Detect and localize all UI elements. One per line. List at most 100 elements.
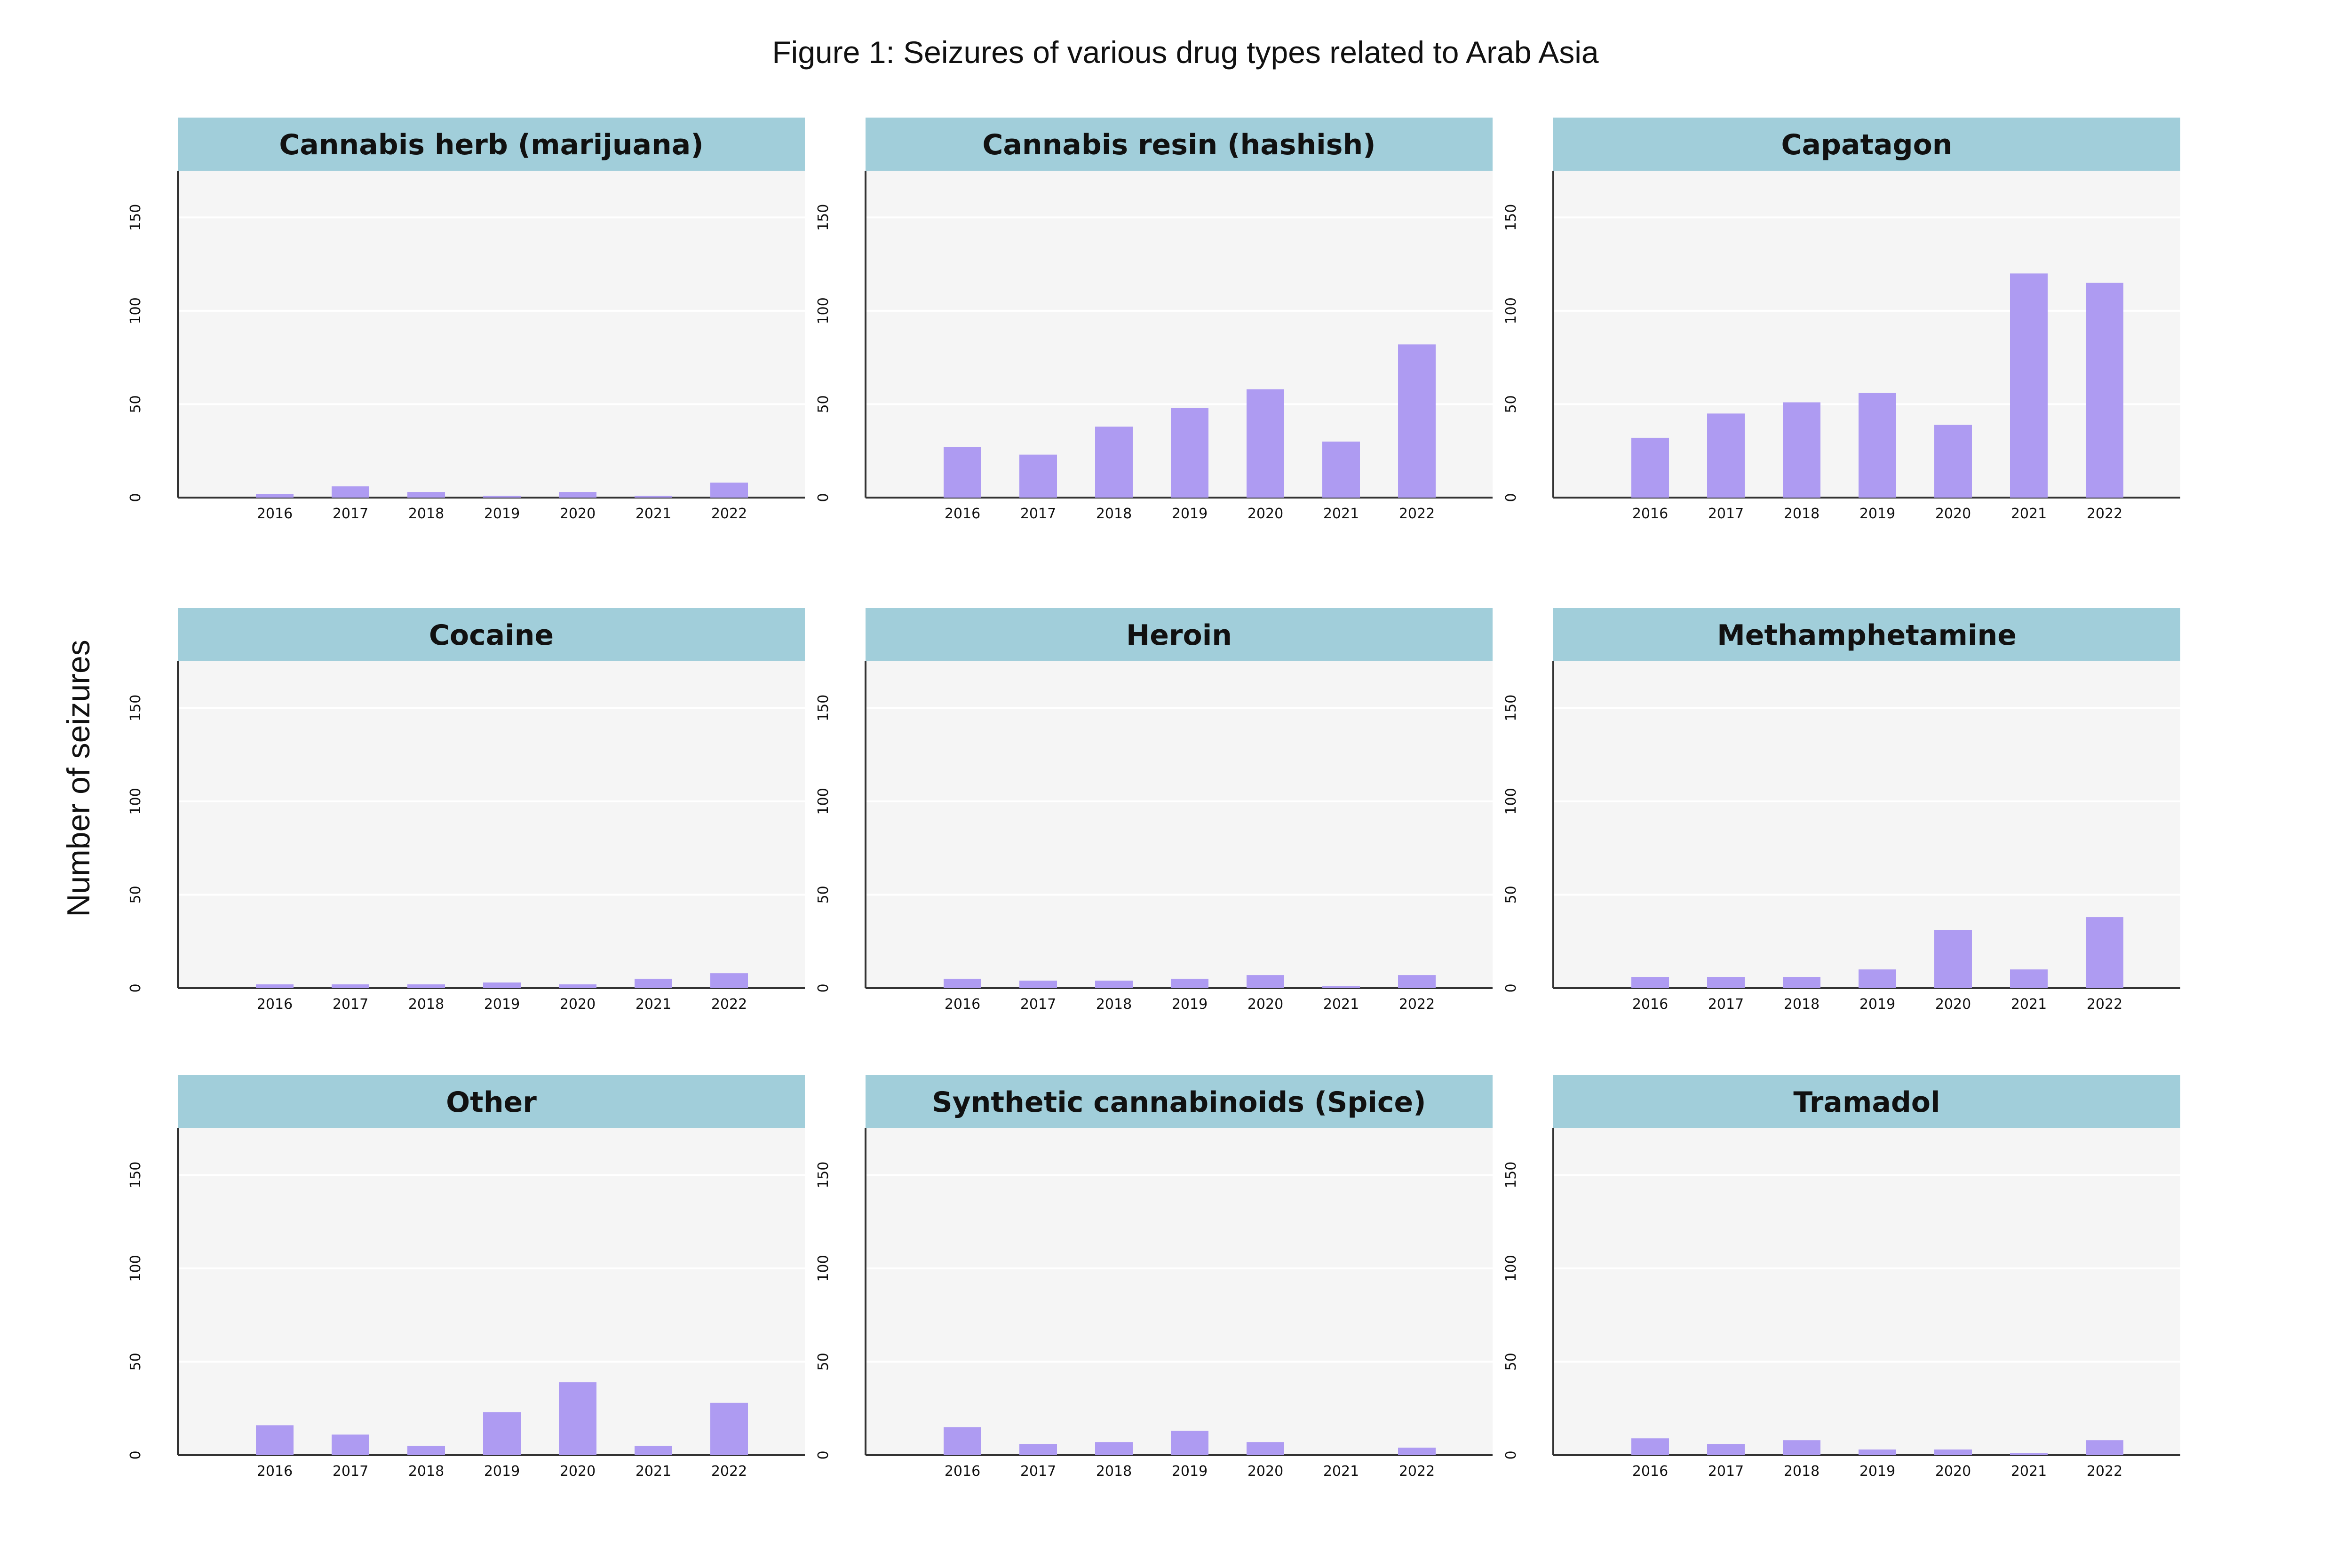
x-tick-label: 2022 bbox=[2087, 1463, 2122, 1480]
y-tick-label: 50 bbox=[127, 1353, 144, 1370]
y-tick-label: 50 bbox=[1503, 395, 1519, 413]
bar bbox=[1631, 1438, 1669, 1455]
y-tick-label: 100 bbox=[1503, 297, 1519, 324]
y-axis-title: Number of seizures bbox=[61, 640, 96, 917]
bar bbox=[1019, 454, 1057, 498]
y-tick-label: 0 bbox=[815, 493, 832, 502]
plot-area bbox=[866, 661, 1493, 988]
y-tick-label: 100 bbox=[127, 788, 144, 815]
x-tick-label: 2016 bbox=[945, 506, 980, 522]
x-tick-label: 2016 bbox=[945, 996, 980, 1013]
x-tick-label: 2022 bbox=[1399, 996, 1435, 1013]
bar bbox=[1707, 977, 1745, 988]
y-tick-label: 0 bbox=[815, 1450, 832, 1459]
bar bbox=[1859, 1449, 1896, 1455]
plot-area bbox=[178, 1128, 805, 1455]
x-tick-label: 2021 bbox=[2011, 506, 2047, 522]
x-tick-label: 2020 bbox=[560, 1463, 596, 1480]
x-tick-label: 2020 bbox=[1935, 506, 1971, 522]
plot-area bbox=[1553, 661, 2180, 988]
plot-area bbox=[1553, 1128, 2180, 1455]
x-tick-label: 2016 bbox=[257, 996, 293, 1013]
x-tick-label: 2019 bbox=[1859, 506, 1895, 522]
y-tick-label: 50 bbox=[815, 886, 832, 903]
x-tick-label: 2017 bbox=[1708, 506, 1744, 522]
y-tick-label: 0 bbox=[127, 1450, 144, 1459]
x-tick-label: 2019 bbox=[1172, 996, 1208, 1013]
x-tick-label: 2022 bbox=[711, 1463, 747, 1480]
bar bbox=[1934, 1449, 1972, 1455]
x-tick-label: 2020 bbox=[1935, 996, 1971, 1013]
x-tick-label: 2018 bbox=[1096, 506, 1132, 522]
y-tick-label: 100 bbox=[815, 1255, 832, 1282]
x-tick-label: 2020 bbox=[1248, 506, 1283, 522]
figure-title: Figure 1: Seizures of various drug types… bbox=[772, 35, 1599, 70]
bar bbox=[407, 492, 445, 498]
bar bbox=[483, 982, 521, 988]
bar bbox=[1247, 975, 1284, 988]
chart-panel: Cannabis resin (hashish) 0 50 100 150 2016 201… bbox=[815, 118, 1493, 522]
bar bbox=[1783, 977, 1820, 988]
bar bbox=[1783, 402, 1820, 498]
x-tick-label: 2018 bbox=[1096, 1463, 1132, 1480]
y-tick-label: 50 bbox=[1503, 886, 1519, 903]
bar bbox=[1398, 1448, 1436, 1455]
bar bbox=[1322, 986, 1360, 988]
bar bbox=[1859, 969, 1896, 988]
bar bbox=[1631, 977, 1669, 988]
y-tick-label: 50 bbox=[127, 395, 144, 413]
chart-panel: Heroin 0 50 100 150 2016 2017 2018 2019 2020 2021 2… bbox=[815, 608, 1493, 1013]
y-tick-label: 0 bbox=[1503, 1450, 1519, 1459]
y-tick-label: 150 bbox=[127, 695, 144, 721]
chart-panel: Other 0 50 100 150 2016 2017 2018 2019 2020 2021 20… bbox=[127, 1075, 805, 1480]
x-tick-label: 2017 bbox=[1020, 1463, 1056, 1480]
bar bbox=[1247, 389, 1284, 498]
x-tick-label: 2017 bbox=[1020, 996, 1056, 1013]
bar bbox=[332, 1434, 369, 1455]
bar bbox=[1783, 1440, 1820, 1455]
chart-panel: Capatagon 0 50 100 150 2016 2017 2018 2019 2020 20… bbox=[1503, 118, 2180, 522]
bar bbox=[2010, 273, 2048, 498]
x-tick-label: 2019 bbox=[1172, 1463, 1208, 1480]
bar bbox=[332, 486, 369, 498]
bar bbox=[1095, 981, 1133, 988]
bar bbox=[483, 1412, 521, 1455]
bar bbox=[1398, 344, 1436, 498]
bar bbox=[256, 1425, 294, 1455]
panel-title: Methamphetamine bbox=[1717, 619, 2017, 652]
x-tick-label: 2017 bbox=[333, 996, 368, 1013]
x-tick-label: 2021 bbox=[636, 506, 671, 522]
chart-panel: Tramadol 0 50 100 150 2016 2017 2018 2019 2020 202… bbox=[1503, 1075, 2180, 1480]
y-tick-label: 0 bbox=[127, 983, 144, 992]
y-tick-label: 100 bbox=[127, 1255, 144, 1282]
x-tick-label: 2021 bbox=[636, 996, 671, 1013]
y-tick-label: 0 bbox=[127, 493, 144, 502]
bar bbox=[1398, 975, 1436, 988]
bar bbox=[1019, 981, 1057, 988]
x-tick-label: 2019 bbox=[484, 506, 520, 522]
x-tick-label: 2022 bbox=[1399, 506, 1435, 522]
bar bbox=[559, 1382, 596, 1455]
x-tick-label: 2021 bbox=[1323, 996, 1359, 1013]
chart-panel: Synthetic cannabinoids (Spice) 0 50 100 150 2… bbox=[815, 1075, 1493, 1480]
x-tick-label: 2020 bbox=[1248, 1463, 1283, 1480]
bar bbox=[944, 1427, 981, 1455]
x-tick-label: 2021 bbox=[2011, 1463, 2047, 1480]
x-tick-label: 2016 bbox=[1632, 996, 1668, 1013]
bar bbox=[1171, 1431, 1208, 1455]
bar bbox=[407, 984, 445, 988]
x-tick-label: 2019 bbox=[1859, 996, 1895, 1013]
bar bbox=[332, 984, 369, 988]
y-tick-label: 150 bbox=[127, 1162, 144, 1188]
x-tick-label: 2017 bbox=[333, 1463, 368, 1480]
x-tick-label: 2017 bbox=[1708, 1463, 1744, 1480]
x-tick-label: 2018 bbox=[408, 1463, 444, 1480]
y-tick-label: 150 bbox=[815, 1162, 832, 1188]
y-tick-label: 0 bbox=[1503, 493, 1519, 502]
panel-header bbox=[866, 608, 1493, 661]
bar bbox=[1095, 1442, 1133, 1455]
bar bbox=[1934, 425, 1972, 498]
x-tick-label: 2016 bbox=[945, 1463, 980, 1480]
y-tick-label: 150 bbox=[127, 204, 144, 231]
